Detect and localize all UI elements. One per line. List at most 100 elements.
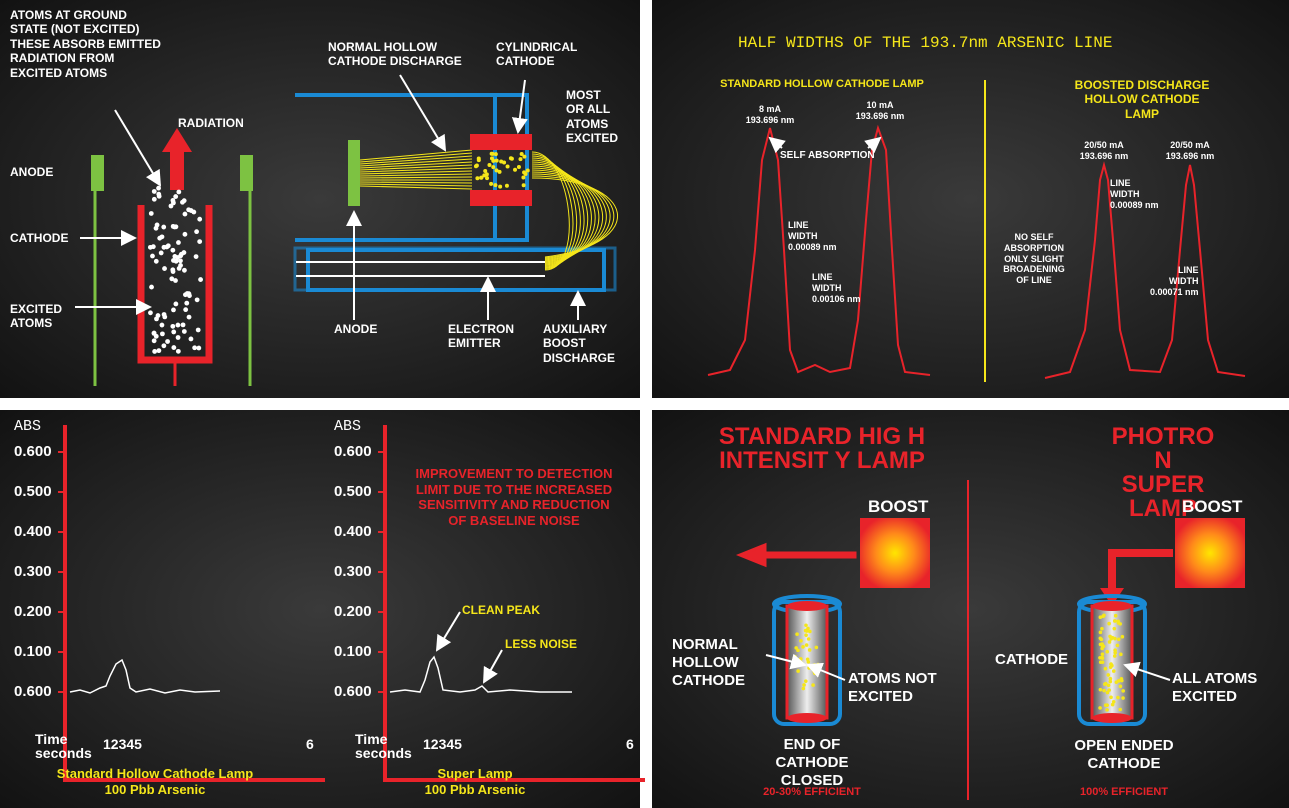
atom bbox=[804, 623, 808, 628]
atom bbox=[509, 156, 514, 161]
x-tick-label: 12345 bbox=[423, 736, 462, 752]
atom bbox=[183, 307, 189, 313]
atom bbox=[1098, 615, 1103, 620]
atom bbox=[171, 345, 177, 350]
atom bbox=[1112, 654, 1117, 658]
atom bbox=[153, 258, 159, 264]
atom bbox=[197, 239, 203, 245]
atom bbox=[483, 168, 488, 173]
atom bbox=[194, 297, 200, 303]
panel-lamp-comparison bbox=[652, 410, 1289, 808]
x-tick-label: 6 bbox=[306, 736, 314, 752]
atom bbox=[188, 208, 194, 213]
atom bbox=[796, 669, 800, 673]
discharge-line bbox=[359, 167, 473, 173]
atom bbox=[162, 266, 167, 271]
atom bbox=[175, 255, 180, 260]
panel3-shapes bbox=[58, 425, 645, 782]
cathode-end bbox=[1092, 713, 1132, 723]
atom bbox=[808, 629, 812, 634]
atom bbox=[801, 645, 805, 649]
x-axis-label: Time seconds bbox=[35, 731, 92, 761]
atom bbox=[476, 158, 481, 163]
atom bbox=[1103, 681, 1108, 686]
atom bbox=[1100, 652, 1105, 656]
atom bbox=[158, 250, 164, 256]
atom bbox=[795, 632, 799, 636]
atom bbox=[178, 258, 183, 264]
discharge-line bbox=[359, 176, 473, 179]
discharge-line bbox=[359, 161, 473, 169]
atom bbox=[184, 291, 190, 296]
label: RADIATION bbox=[178, 116, 244, 130]
atom bbox=[794, 646, 799, 650]
discharge-line bbox=[359, 158, 473, 167]
atom bbox=[180, 199, 185, 205]
atom bbox=[156, 348, 162, 354]
atom bbox=[1108, 676, 1113, 681]
atom bbox=[1110, 702, 1115, 707]
atom bbox=[150, 253, 155, 259]
atom bbox=[489, 156, 494, 161]
atom bbox=[170, 323, 176, 329]
label: END OF CATHODE CLOSED bbox=[775, 736, 849, 789]
y-tick-label: 0.600 bbox=[334, 443, 372, 460]
atom bbox=[799, 639, 803, 643]
y-tick-label: 0.200 bbox=[334, 603, 372, 620]
atom bbox=[170, 267, 176, 273]
label: OPEN ENDED CATHODE bbox=[1074, 737, 1174, 772]
atom bbox=[161, 312, 167, 317]
atom bbox=[807, 648, 812, 652]
atom bbox=[1107, 621, 1111, 626]
atom bbox=[154, 222, 160, 228]
atom bbox=[148, 211, 154, 216]
y-tick-label: 0.400 bbox=[14, 523, 52, 540]
atom bbox=[198, 277, 203, 282]
atom bbox=[505, 164, 510, 169]
y-tick-label: 0.100 bbox=[334, 643, 372, 660]
atom bbox=[805, 657, 810, 662]
atom bbox=[1118, 684, 1123, 689]
label: AUXILIARY BOOST DISCHARGE bbox=[543, 322, 616, 365]
atom bbox=[516, 165, 521, 170]
atom bbox=[151, 338, 157, 344]
atom bbox=[801, 686, 806, 691]
atom bbox=[1108, 665, 1113, 670]
discharge-line bbox=[359, 173, 473, 177]
atom bbox=[160, 331, 165, 337]
atom bbox=[1103, 666, 1108, 671]
atom bbox=[176, 240, 181, 245]
atom bbox=[804, 629, 809, 633]
atom bbox=[1106, 673, 1111, 677]
atom bbox=[1116, 695, 1120, 700]
atom bbox=[170, 198, 176, 203]
atom bbox=[489, 181, 494, 186]
cathode-end bbox=[787, 713, 827, 723]
panel1-shapes bbox=[75, 74, 619, 386]
atom bbox=[1109, 695, 1113, 700]
atom bbox=[169, 276, 175, 282]
label: LINE WIDTH 0.00089 nm bbox=[788, 220, 837, 252]
atom bbox=[1111, 699, 1116, 704]
label: NORMAL HOLLOW CATHODE DISCHARGE bbox=[328, 40, 462, 69]
label: 20/50 mA 193.696 nm bbox=[1079, 140, 1129, 161]
y-tick-label: 0.200 bbox=[14, 603, 52, 620]
atom bbox=[1100, 626, 1104, 631]
atom bbox=[156, 185, 161, 191]
atom bbox=[168, 203, 174, 209]
atom bbox=[799, 657, 803, 661]
atom bbox=[519, 151, 524, 156]
cathode-end bbox=[787, 601, 827, 611]
atom bbox=[1098, 687, 1103, 692]
discharge-line bbox=[359, 152, 473, 163]
y-tick-label: 0.600 bbox=[334, 683, 372, 700]
axis-label: ABS bbox=[14, 418, 42, 435]
caption: Standard Hollow Cathode Lamp 100 Pbb Ars… bbox=[56, 766, 254, 797]
label: ATOMS NOT EXCITED bbox=[848, 670, 937, 705]
atom bbox=[521, 175, 526, 180]
atom bbox=[484, 172, 489, 177]
label: BOOST bbox=[1182, 497, 1243, 516]
atom bbox=[493, 183, 498, 188]
atom bbox=[194, 229, 200, 235]
